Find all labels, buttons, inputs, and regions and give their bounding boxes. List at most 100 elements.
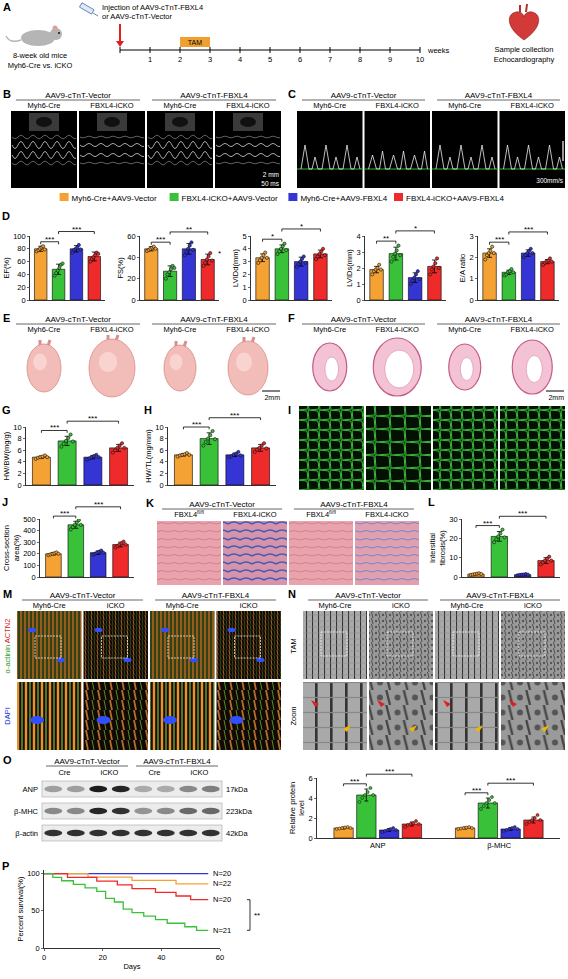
- svg-text:4: 4: [309, 794, 313, 803]
- svg-text:J: J: [2, 496, 8, 508]
- svg-text:Sample collection: Sample collection: [495, 45, 554, 54]
- svg-text:1: 1: [357, 280, 361, 289]
- svg-text:iCKO: iCKO: [524, 601, 542, 610]
- svg-text:40: 40: [157, 953, 165, 962]
- svg-text:0: 0: [357, 296, 361, 305]
- svg-text:FBXL4-iCKO: FBXL4-iCKO: [226, 101, 270, 110]
- svg-text:AAV9-cTnT-Vector: AAV9-cTnT-Vector: [189, 500, 255, 509]
- svg-text:3: 3: [208, 55, 212, 64]
- svg-text:LVIDs(mm): LVIDs(mm): [345, 249, 354, 287]
- svg-text:8-week old mice: 8-week old mice: [13, 51, 67, 60]
- svg-text:N=21: N=21: [213, 926, 231, 935]
- svg-text:300mm/s: 300mm/s: [536, 177, 563, 184]
- svg-text:2mm: 2mm: [548, 394, 564, 401]
- svg-text:FBXL4-iCKO+AAV9-Vector: FBXL4-iCKO+AAV9-Vector: [182, 194, 278, 203]
- svg-text:***: ***: [230, 411, 239, 420]
- svg-text:G: G: [2, 404, 11, 416]
- svg-text:20: 20: [98, 953, 106, 962]
- svg-text:ANP: ANP: [23, 785, 38, 794]
- svg-text:AAV9-cTnT-Vector: AAV9-cTnT-Vector: [50, 591, 116, 600]
- svg-text:*: *: [414, 224, 417, 233]
- svg-text:FBXL4-iCKO+AAV9-FBXL4: FBXL4-iCKO+AAV9-FBXL4: [406, 194, 504, 203]
- svg-text:Cross-sectionarea(%): Cross-sectionarea(%): [2, 525, 21, 571]
- svg-text:iCKO: iCKO: [107, 601, 125, 610]
- svg-text:4: 4: [357, 232, 361, 241]
- svg-text:N: N: [288, 588, 296, 600]
- svg-text:P: P: [2, 860, 9, 872]
- svg-text:20: 20: [17, 283, 25, 292]
- svg-text:Myh6-Cre: Myh6-Cre: [451, 601, 484, 610]
- svg-text:***: ***: [72, 225, 81, 234]
- svg-text:5: 5: [243, 232, 247, 241]
- svg-text:2: 2: [160, 469, 164, 478]
- svg-text:100: 100: [27, 869, 40, 878]
- svg-text:2: 2: [178, 55, 182, 64]
- svg-text:200: 200: [23, 549, 36, 558]
- svg-text:N=20: N=20: [213, 895, 231, 904]
- svg-text:Myh6-Cre: Myh6-Cre: [448, 325, 481, 334]
- svg-text:***: ***: [518, 509, 527, 518]
- svg-text:2: 2: [309, 814, 313, 823]
- svg-text:20: 20: [127, 274, 135, 283]
- svg-text:AAV9-cTnT-FBXL4: AAV9-cTnT-FBXL4: [180, 91, 248, 100]
- svg-text:4: 4: [18, 457, 22, 466]
- svg-text:10: 10: [449, 553, 457, 562]
- svg-text:7: 7: [328, 55, 332, 64]
- svg-text:***: ***: [45, 235, 54, 244]
- svg-text:Relative proteinlevel: Relative proteinlevel: [288, 782, 307, 834]
- svg-text:TAM: TAM: [289, 638, 298, 653]
- svg-text:C: C: [288, 88, 296, 100]
- svg-text:ANP: ANP: [370, 841, 385, 850]
- svg-text:LVIDd(mm): LVIDd(mm): [231, 249, 240, 287]
- svg-text:Injection of AAV9-cTnT-FBXL4: Injection of AAV9-cTnT-FBXL4: [102, 3, 203, 12]
- svg-text:*: *: [300, 222, 303, 231]
- svg-text:B: B: [3, 88, 11, 100]
- svg-text:0: 0: [454, 573, 458, 582]
- svg-text:17kDa: 17kDa: [226, 785, 249, 794]
- svg-text:TAM: TAM: [188, 39, 202, 46]
- svg-text:HW/BW(mg/g): HW/BW(mg/g): [2, 431, 11, 480]
- svg-text:**: **: [383, 234, 389, 243]
- svg-text:Myh6-Cre: Myh6-Cre: [313, 101, 346, 110]
- svg-text:8: 8: [358, 55, 362, 64]
- svg-text:A: A: [3, 1, 11, 13]
- svg-text:10: 10: [13, 423, 21, 432]
- svg-text:400: 400: [23, 526, 36, 535]
- svg-text:O: O: [3, 754, 12, 766]
- svg-text:F: F: [288, 312, 295, 324]
- svg-text:FBXL4-iCKO: FBXL4-iCKO: [233, 510, 277, 519]
- svg-text:AAV9-cTnT-Vector: AAV9-cTnT-Vector: [335, 591, 401, 600]
- svg-text:Myh6-Cre: Myh6-Cre: [164, 325, 197, 334]
- svg-text:AAV9-cTnT-Vector: AAV9-cTnT-Vector: [331, 91, 397, 100]
- svg-text:HW/TL(mg/mm): HW/TL(mg/mm): [144, 429, 153, 483]
- svg-text:20: 20: [449, 534, 457, 543]
- svg-text:Myh6-Cre: Myh6-Cre: [319, 601, 352, 610]
- svg-text:Myh6-Cre+AAV9-FBXL4: Myh6-Cre+AAV9-FBXL4: [300, 194, 387, 203]
- svg-text:10: 10: [416, 55, 424, 64]
- svg-text:D: D: [2, 210, 10, 222]
- svg-text:FBXL4fl/fl: FBXL4fl/fl: [306, 509, 336, 519]
- svg-text:***: ***: [483, 519, 492, 528]
- svg-text:iCKO: iCKO: [101, 768, 119, 777]
- svg-text:Percent survival(%): Percent survival(%): [16, 876, 25, 942]
- svg-text:M: M: [3, 588, 12, 600]
- svg-text:Myh6-Cre+AAV9-Vector: Myh6-Cre+AAV9-Vector: [72, 194, 157, 203]
- svg-text:I: I: [288, 404, 291, 416]
- svg-text:Myh6-Cre: Myh6-Cre: [164, 101, 197, 110]
- svg-text:iCKO: iCKO: [240, 601, 258, 610]
- svg-text:Myh6-Cre: Myh6-Cre: [33, 601, 66, 610]
- svg-text:AAV9-cTnT-FBXL4: AAV9-cTnT-FBXL4: [465, 91, 533, 100]
- svg-text:Myh6-Cre: Myh6-Cre: [28, 101, 61, 110]
- svg-text:2: 2: [18, 469, 22, 478]
- svg-text:0: 0: [470, 296, 474, 305]
- svg-text:AAV9-cTnT-Vector: AAV9-cTnT-Vector: [45, 315, 111, 324]
- svg-text:AAV9-cTnT-Vector: AAV9-cTnT-Vector: [45, 91, 111, 100]
- svg-text:AAV9-cTnT-Vector: AAV9-cTnT-Vector: [54, 757, 120, 766]
- svg-text:42kDa: 42kDa: [226, 829, 249, 838]
- svg-text:Myh6-Cre: Myh6-Cre: [313, 325, 346, 334]
- svg-text:6: 6: [309, 774, 313, 783]
- svg-text:***: ***: [94, 500, 103, 509]
- svg-text:80: 80: [17, 244, 25, 253]
- svg-text:K: K: [146, 497, 154, 509]
- svg-text:FBXL4-iCKO: FBXL4-iCKO: [511, 101, 555, 110]
